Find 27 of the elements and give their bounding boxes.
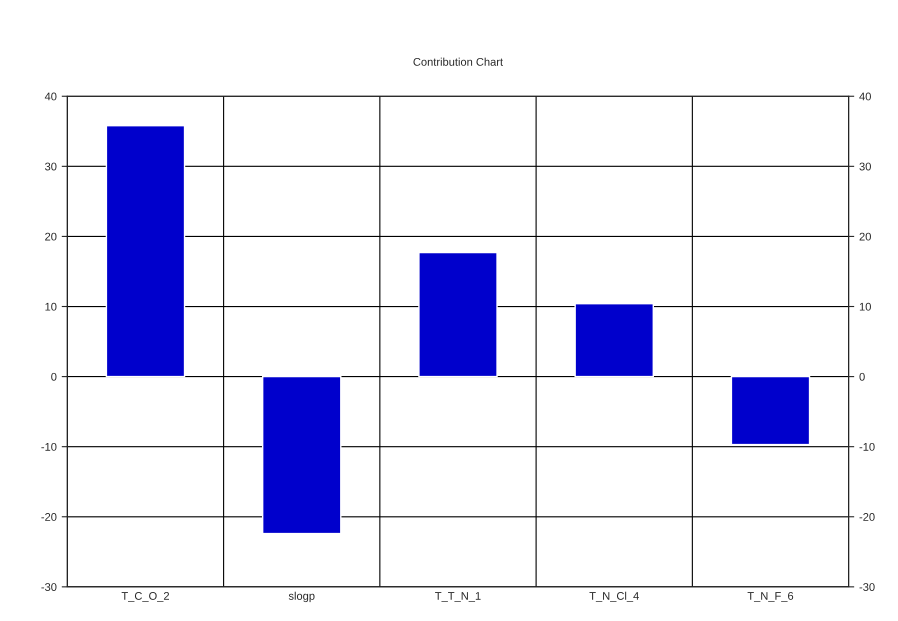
y2-tick-label: 0 <box>859 372 865 381</box>
y-tick-label: 10 <box>45 302 56 311</box>
x-tick-label: T_N_F_6 <box>748 592 794 602</box>
y-tick-label: 0 <box>51 372 56 381</box>
y-tick-label: 40 <box>44 92 56 100</box>
bar <box>730 376 810 446</box>
y2-tick-label: 10 <box>860 302 871 311</box>
x-tick-label: slogp <box>288 592 315 602</box>
y-tick-label: -30 <box>41 583 56 591</box>
bar <box>262 376 342 534</box>
y2-tick-label: -20 <box>860 513 875 521</box>
x-tick-label: T_C_O_2 <box>122 592 170 602</box>
y-tick-label: -10 <box>41 442 56 451</box>
bar <box>106 124 186 378</box>
y-tick-label: 30 <box>45 162 56 170</box>
y-tick-label: 20 <box>45 232 56 241</box>
y2-tick-label: -30 <box>860 583 875 591</box>
bar <box>574 303 654 378</box>
chart-title: Contribution Chart <box>413 58 503 66</box>
y-tick-label: -20 <box>41 513 56 521</box>
y2-tick-label: 40 <box>859 92 871 100</box>
x-tick-label: T_T_N_1 <box>435 592 481 602</box>
bar <box>418 252 498 378</box>
y2-tick-label: 20 <box>860 232 871 241</box>
y2-tick-label: -10 <box>860 442 875 451</box>
x-tick-label: T_N_Cl_4 <box>589 592 639 602</box>
y2-tick-label: 30 <box>859 162 871 170</box>
